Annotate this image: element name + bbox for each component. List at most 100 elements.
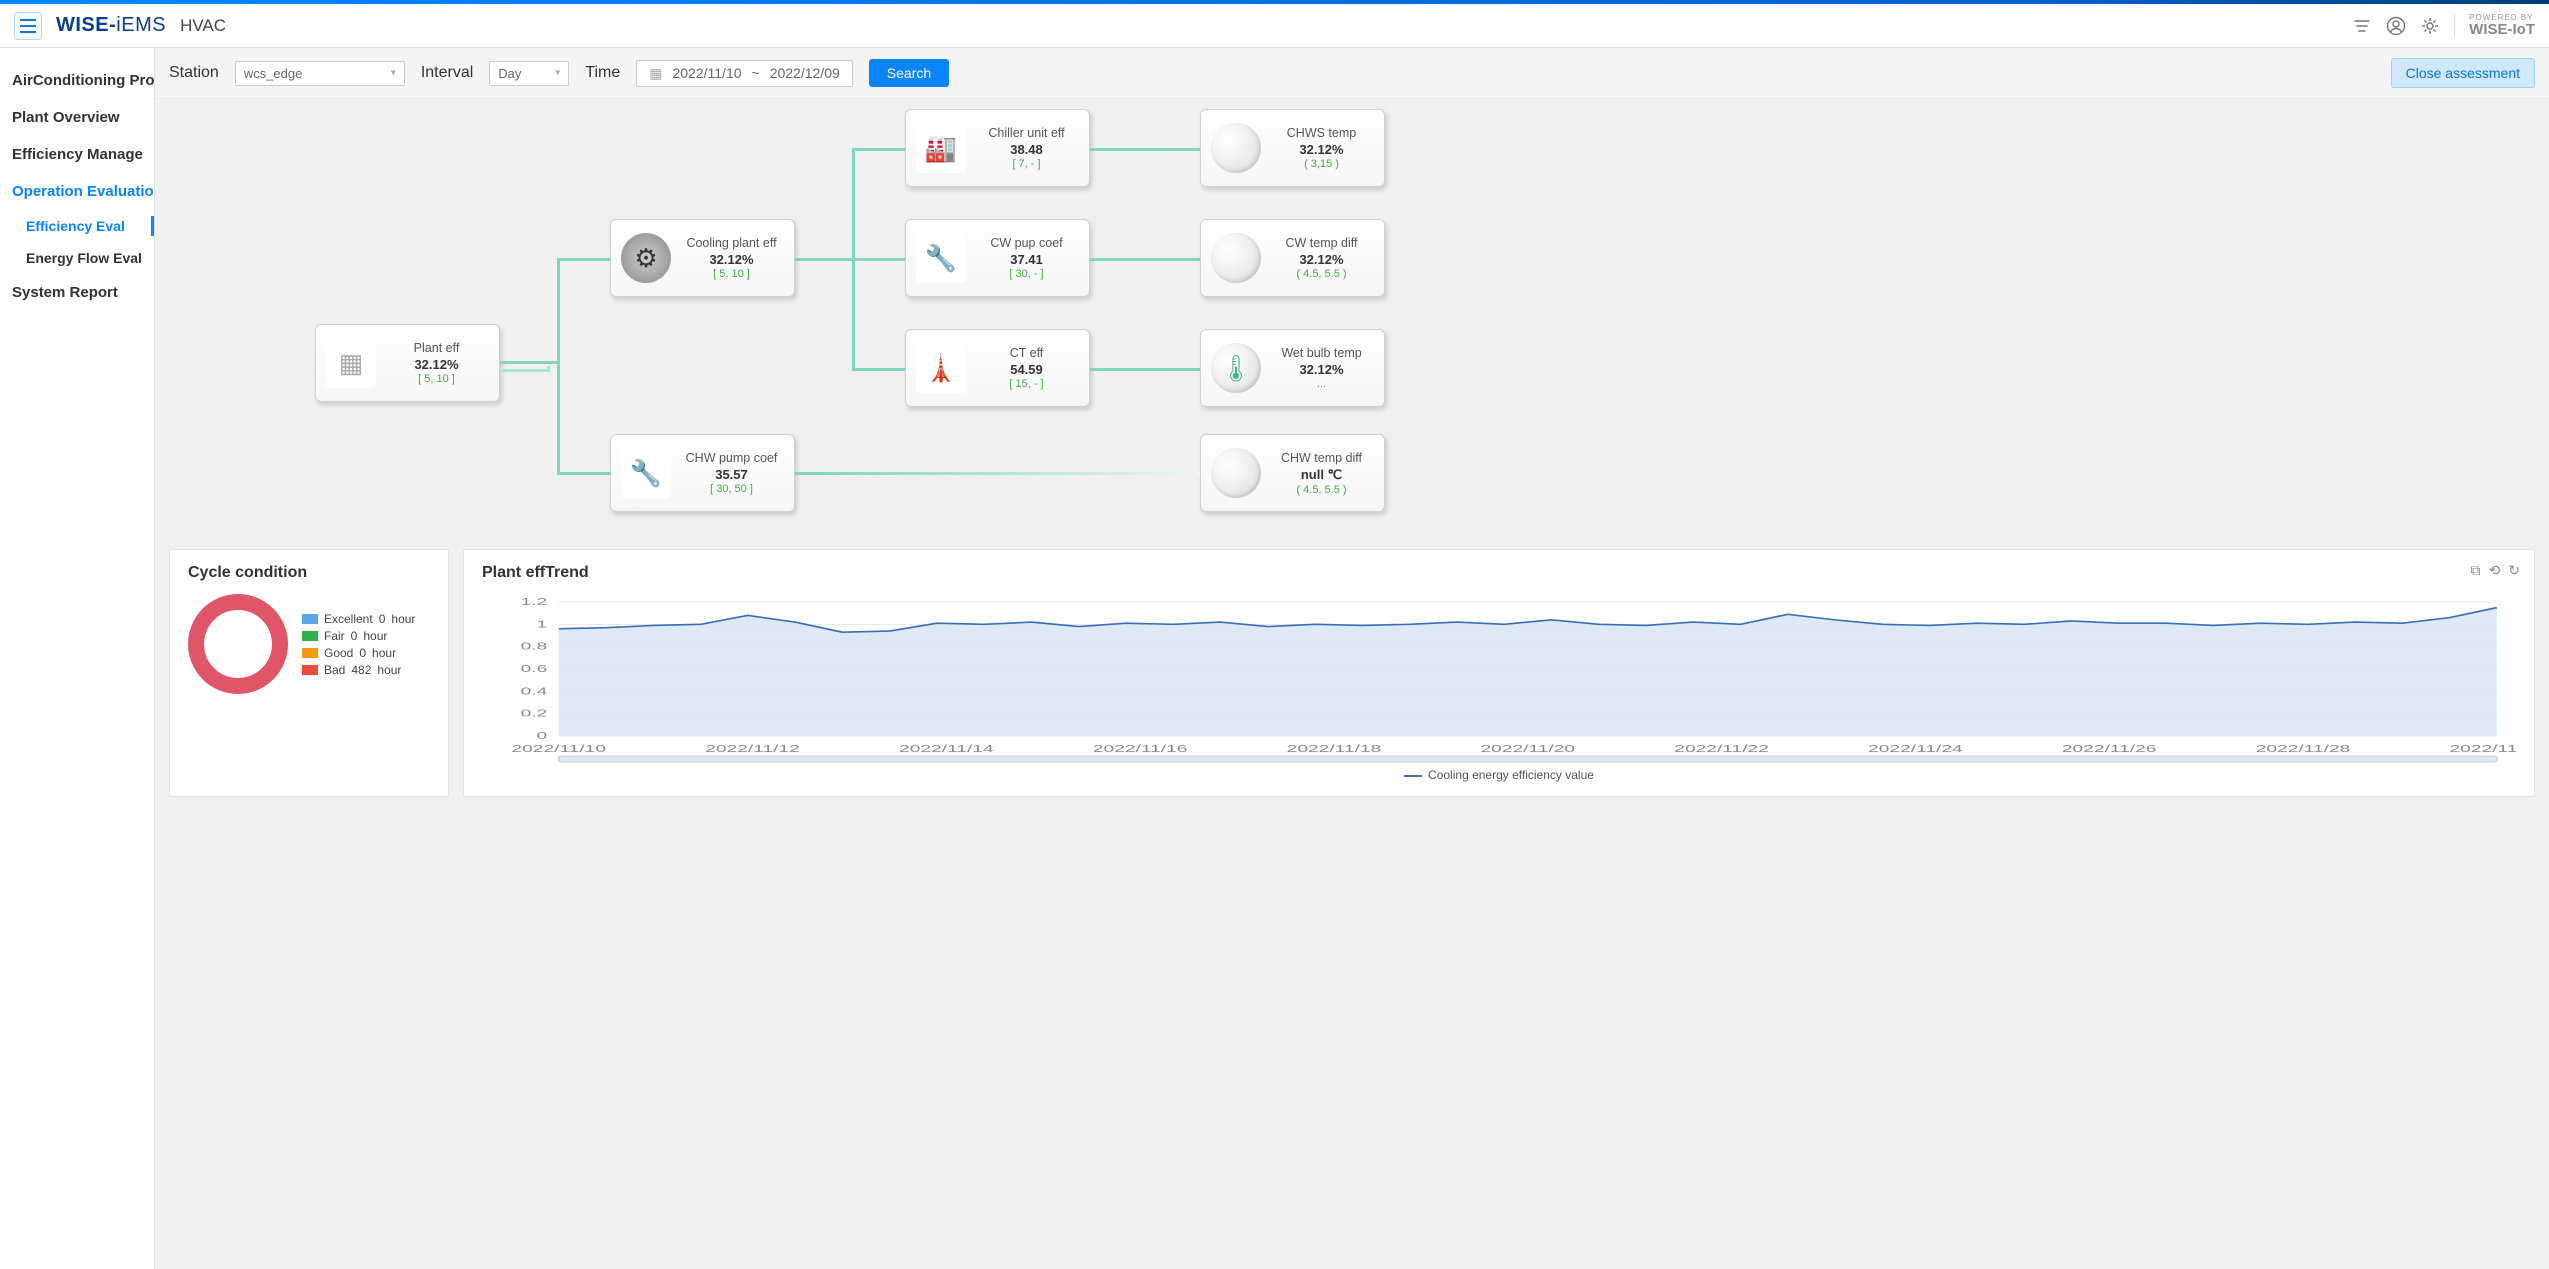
- sidebar-item[interactable]: Plant Overview: [0, 99, 154, 136]
- node-range: ( 4.5, 5.5 ): [1269, 268, 1374, 280]
- close-assessment-button[interactable]: Close assessment: [2391, 58, 2535, 88]
- diagram-node-cooling[interactable]: ⚙Cooling plant eff32.12%[ 5, 10 ]: [610, 219, 795, 297]
- diagram-edge: [500, 369, 550, 372]
- gauge-circle-icon: [1211, 233, 1261, 283]
- svg-text:0: 0: [537, 731, 548, 742]
- node-range: [ 15, - ]: [974, 378, 1079, 390]
- svg-text:2022/11/22: 2022/11/22: [1674, 744, 1769, 755]
- legend-value: 482: [351, 663, 371, 677]
- interval-value: Day: [498, 66, 521, 81]
- date-to: 2022/12/09: [770, 65, 840, 81]
- diagram-node-chwpump[interactable]: 🔧CHW pump coef35.57[ 30, 50 ]: [610, 434, 795, 512]
- node-value: 54.59: [974, 362, 1079, 377]
- diagram-edge: [852, 148, 905, 151]
- thermometer-icon: 🌡: [1211, 343, 1261, 393]
- legend-unit: hour: [377, 663, 401, 677]
- sidebar-item[interactable]: System Report: [0, 274, 154, 311]
- node-title: Chiller unit eff: [974, 126, 1079, 140]
- node-title: CHW pump coef: [679, 451, 784, 465]
- svg-text:2022/11/24: 2022/11/24: [1868, 744, 1963, 755]
- svg-text:0.8: 0.8: [521, 641, 548, 652]
- trend-legend-label: Cooling energy efficiency value: [1428, 768, 1594, 782]
- cooling-tower-icon: 🗼: [916, 343, 966, 393]
- svg-text:2022/11/12: 2022/11/12: [705, 744, 800, 755]
- cycle-legend-row: Fair 0 hour: [302, 629, 415, 643]
- node-title: CHWS temp: [1269, 126, 1374, 140]
- brand-thin: iEMS: [116, 14, 166, 36]
- cycle-title: Cycle condition: [188, 564, 430, 582]
- legend-unit: hour: [372, 646, 396, 660]
- time-label: Time: [585, 64, 620, 82]
- node-value: 38.48: [974, 142, 1079, 157]
- svg-text:2022/11/30: 2022/11/30: [2450, 744, 2516, 755]
- user-icon[interactable]: [2386, 16, 2406, 36]
- diagram-edge: [795, 258, 855, 261]
- date-range-picker[interactable]: ▦ 2022/11/10 ~ 2022/12/09: [636, 60, 853, 87]
- diagram-node-wetbulb[interactable]: 🌡Wet bulb temp32.12%...: [1200, 329, 1385, 407]
- svg-text:2022/11/16: 2022/11/16: [1093, 744, 1188, 755]
- node-value: 32.12%: [1269, 362, 1374, 377]
- svg-text:2022/11/26: 2022/11/26: [2062, 744, 2157, 755]
- interval-select[interactable]: Day ▾: [489, 61, 569, 86]
- svg-text:2022/11/10: 2022/11/10: [511, 744, 606, 755]
- svg-text:1: 1: [537, 619, 548, 630]
- station-value: wcs_edge: [244, 66, 303, 81]
- legend-label: Good: [324, 646, 353, 660]
- calendar-icon: ▦: [649, 65, 662, 82]
- node-range: [ 5, 10 ]: [384, 373, 489, 385]
- node-value: null ℃: [1269, 467, 1374, 483]
- trend-legend: Cooling energy efficiency value: [482, 768, 2516, 782]
- sidebar-item[interactable]: Efficiency Manage: [0, 136, 154, 173]
- sidebar-subitem[interactable]: Efficiency Eval: [0, 210, 154, 242]
- powered-brand: WISE-IoT: [2469, 22, 2535, 37]
- legend-swatch: [302, 665, 318, 675]
- trend-line-chart: 00.20.40.60.811.22022/11/102022/11/12202…: [482, 594, 2516, 764]
- brand-logo: WISE-iEMS: [56, 14, 166, 37]
- sidebar-subitem[interactable]: Energy Flow Eval: [0, 242, 154, 274]
- cycle-donut-chart: [188, 594, 288, 694]
- diagram-node-plant[interactable]: ▦Plant eff32.12%[ 5, 10 ]: [315, 324, 500, 402]
- node-title: CT eff: [974, 346, 1079, 360]
- gear-icon[interactable]: [2420, 16, 2440, 36]
- diagram-node-cwdiff[interactable]: CW temp diff32.12%( 4.5, 5.5 ): [1200, 219, 1385, 297]
- diagram-node-ct[interactable]: 🗼 CT eff 54.59[ 15, - ]: [905, 329, 1090, 407]
- chevron-down-icon: ▾: [555, 68, 560, 79]
- filter-icon[interactable]: [2352, 16, 2372, 36]
- svg-text:2022/11/18: 2022/11/18: [1287, 744, 1382, 755]
- node-value: 32.12%: [384, 357, 489, 372]
- diagram-node-chwdiff[interactable]: CHW temp diffnull ℃( 4.5, 5.5 ): [1200, 434, 1385, 512]
- node-title: Cooling plant eff: [679, 236, 784, 250]
- diagram-edge: [557, 258, 560, 475]
- trend-tool-select-icon[interactable]: ⧉: [2471, 562, 2481, 579]
- svg-text:0.2: 0.2: [521, 708, 548, 719]
- node-range: [ 30, - ]: [974, 268, 1079, 280]
- node-range: [ 30, 50 ]: [679, 483, 784, 495]
- trend-tool-restore-icon[interactable]: ⟲: [2489, 562, 2501, 579]
- svg-text:1.2: 1.2: [521, 597, 548, 608]
- menu-toggle-button[interactable]: [14, 12, 42, 40]
- trend-tool-refresh-icon[interactable]: ↻: [2508, 562, 2520, 579]
- node-title: Wet bulb temp: [1269, 346, 1374, 360]
- diagram-edge: [557, 258, 610, 261]
- date-from: 2022/11/10: [672, 65, 741, 81]
- sidebar-item[interactable]: AirConditioning Pro: [0, 62, 154, 99]
- search-button[interactable]: Search: [869, 59, 949, 87]
- diagram-node-cwpump[interactable]: 🔧CW pup coef37.41[ 30, - ]: [905, 219, 1090, 297]
- node-title: CHW temp diff: [1269, 451, 1374, 465]
- node-title: CW temp diff: [1269, 236, 1374, 250]
- diagram-node-chiller[interactable]: 🏭 Chiller unit eff 38.48[ 7, - ]: [905, 109, 1090, 187]
- brand-bold: WISE-: [56, 14, 116, 36]
- svg-text:2022/11/14: 2022/11/14: [899, 744, 994, 755]
- legend-label: Fair: [324, 629, 345, 643]
- date-sep: ~: [752, 65, 760, 81]
- gauge-circle-icon: [1211, 448, 1261, 498]
- chiller-icon: 🏭: [916, 123, 966, 173]
- node-range: [ 7, - ]: [974, 158, 1079, 170]
- diagram-node-chws[interactable]: CHWS temp32.12%( 3,15 ): [1200, 109, 1385, 187]
- diagram-edge: [547, 366, 550, 371]
- sidebar-item[interactable]: Operation Evaluatio: [0, 173, 154, 210]
- node-range: [ 5, 10 ]: [679, 268, 784, 280]
- diagram-edge: [852, 258, 905, 261]
- node-title: Plant eff: [384, 341, 489, 355]
- station-select[interactable]: wcs_edge▾: [235, 61, 405, 86]
